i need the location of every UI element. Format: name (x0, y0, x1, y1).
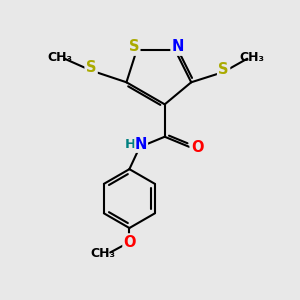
Text: S: S (218, 61, 229, 76)
Text: O: O (124, 235, 136, 250)
Text: CH₃: CH₃ (48, 51, 73, 64)
Text: S: S (86, 60, 96, 75)
Text: S: S (129, 39, 139, 54)
Text: N: N (135, 137, 147, 152)
Text: CH₃: CH₃ (239, 51, 264, 64)
Text: O: O (191, 140, 203, 154)
Text: H: H (125, 138, 136, 151)
Text: N: N (172, 39, 184, 54)
Text: CH₃: CH₃ (90, 248, 116, 260)
